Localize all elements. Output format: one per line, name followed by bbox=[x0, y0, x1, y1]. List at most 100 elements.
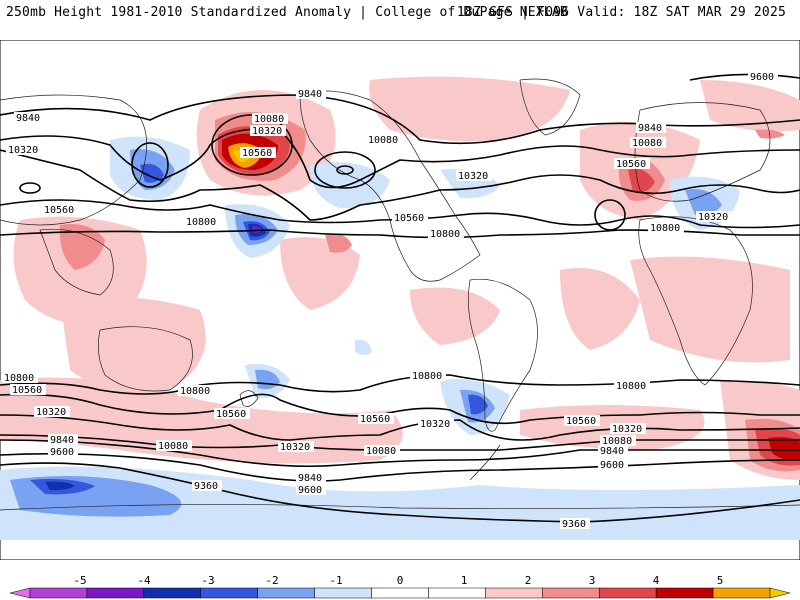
svg-text:10800: 10800 bbox=[412, 371, 442, 382]
contour-labels: 9840 10320 10560 9840 10080 10320 10560 … bbox=[2, 71, 778, 530]
anomaly-pos-1-atlantic-trop bbox=[410, 287, 500, 345]
contour-label: 9840 bbox=[296, 88, 326, 100]
contour-label: 10560 bbox=[392, 212, 428, 224]
anomaly-pos-1-africa bbox=[630, 256, 790, 363]
anomaly-pos-2-seasia bbox=[59, 224, 105, 270]
contour-9600-s bbox=[0, 452, 800, 482]
contour-label: 10320 bbox=[250, 125, 286, 137]
contour-label: 9600 bbox=[48, 446, 78, 458]
contour-label: 9600 bbox=[748, 71, 778, 83]
contour-9840-s bbox=[0, 439, 800, 468]
colorbar-tick-label: 1 bbox=[461, 574, 468, 587]
height-contours bbox=[0, 73, 800, 523]
contour-label: 9840 bbox=[48, 434, 78, 446]
contour-label: 10560 bbox=[564, 415, 600, 427]
contour-label: 10800 bbox=[2, 372, 38, 384]
contour-label: 10800 bbox=[184, 216, 220, 228]
contour-label: 10560 bbox=[240, 147, 276, 159]
contour-label: 10800 bbox=[648, 222, 684, 234]
svg-text:10800: 10800 bbox=[430, 229, 460, 240]
contour-label: 9840 bbox=[296, 472, 326, 484]
contour-label: 10080 bbox=[600, 435, 636, 447]
coast-south-america bbox=[468, 278, 538, 432]
svg-text:9600: 9600 bbox=[50, 447, 74, 458]
svg-text:9840: 9840 bbox=[16, 113, 40, 124]
svg-text:10320: 10320 bbox=[612, 424, 642, 435]
colorbar-tick-label: -2 bbox=[265, 574, 278, 587]
colorbar-bin bbox=[143, 587, 202, 599]
colorbar-tick-label: -3 bbox=[201, 574, 214, 587]
contour-10320-s bbox=[0, 414, 800, 441]
coast-north-america bbox=[299, 90, 481, 282]
svg-text:10320: 10320 bbox=[36, 407, 66, 418]
anomaly-pos-2-ne bbox=[755, 129, 785, 139]
colorbar: -5 -4 -3 -2 -1 0 1 2 3 4 5 bbox=[9, 574, 791, 599]
contour-label: 10320 bbox=[610, 423, 646, 435]
svg-text:10800: 10800 bbox=[616, 381, 646, 392]
svg-text:9840: 9840 bbox=[298, 89, 322, 100]
colorbar-bin bbox=[200, 587, 258, 599]
anomaly-neg-1-n-america bbox=[310, 162, 390, 209]
svg-text:9360: 9360 bbox=[562, 519, 586, 530]
map-title: 250mb Height 1981-2010 Standardized Anom… bbox=[6, 5, 568, 20]
colorbar-tick-label: -5 bbox=[73, 574, 86, 587]
contour-label: 10320 bbox=[278, 441, 314, 453]
contour-label: 10800 bbox=[178, 385, 214, 397]
contour-label: 10320 bbox=[456, 170, 492, 182]
svg-text:9360: 9360 bbox=[194, 481, 218, 492]
contour-label: 10320 bbox=[34, 406, 70, 418]
anomaly-pos-4-s-indian bbox=[768, 437, 800, 461]
contour-label: 9360 bbox=[192, 480, 222, 492]
svg-text:10560: 10560 bbox=[44, 205, 74, 216]
svg-text:10080: 10080 bbox=[366, 446, 396, 457]
contour-label: 9840 bbox=[636, 122, 666, 134]
contour-10800-s bbox=[0, 374, 800, 395]
svg-text:9840: 9840 bbox=[298, 473, 322, 484]
colorbar-bin bbox=[314, 587, 372, 599]
svg-text:9600: 9600 bbox=[298, 485, 322, 496]
contour-label: 10800 bbox=[428, 228, 464, 240]
anomaly-neg-2-med bbox=[685, 189, 722, 216]
contour-low-siberia-small bbox=[19, 182, 41, 194]
colorbar-tick-label: 5 bbox=[717, 574, 724, 587]
contour-label: 10080 bbox=[252, 113, 288, 125]
colorbar-bin bbox=[655, 587, 714, 599]
colorbar-bin bbox=[485, 587, 543, 599]
svg-text:10560: 10560 bbox=[394, 213, 424, 224]
coast-europe bbox=[634, 102, 771, 202]
svg-text:10320: 10320 bbox=[420, 419, 450, 430]
contour-label: 10560 bbox=[214, 408, 250, 420]
coast-africa bbox=[638, 216, 753, 386]
svg-text:10560: 10560 bbox=[242, 148, 272, 159]
svg-text:10320: 10320 bbox=[280, 442, 310, 453]
contour-label: 10560 bbox=[42, 204, 78, 216]
svg-text:10560: 10560 bbox=[566, 416, 596, 427]
contour-label: 9600 bbox=[598, 459, 628, 471]
svg-text:10560: 10560 bbox=[12, 385, 42, 396]
colorbar-ticks: -5 -4 -3 -2 -1 0 1 2 3 4 5 bbox=[73, 574, 723, 587]
contour-label: 10800 bbox=[614, 380, 650, 392]
contour-low-nam-small bbox=[336, 165, 354, 175]
contour-label: 9600 bbox=[296, 484, 326, 496]
anomaly-pos-1-n-atlantic bbox=[369, 76, 570, 142]
colorbar-tick-label: -4 bbox=[137, 574, 151, 587]
anomaly-map: 9840 10320 10560 9840 10080 10320 10560 … bbox=[0, 40, 800, 560]
contour-10320-n bbox=[0, 149, 800, 221]
colorbar-min-arrow bbox=[9, 587, 31, 599]
svg-text:10320: 10320 bbox=[8, 145, 38, 156]
colorbar-bin bbox=[598, 587, 657, 599]
coastlines bbox=[0, 78, 800, 511]
anomaly-neg-3-siberia bbox=[140, 163, 164, 183]
svg-text:9600: 9600 bbox=[750, 72, 774, 83]
anomaly-pos-1-arctic-ne bbox=[700, 80, 800, 132]
colorbar-bin bbox=[86, 587, 145, 599]
contour-label: 9840 bbox=[598, 445, 628, 457]
coast-antarctic-peninsula bbox=[469, 444, 501, 481]
contour-label: 10560 bbox=[10, 384, 46, 396]
colorbar-bin bbox=[712, 587, 771, 599]
svg-text:10320: 10320 bbox=[698, 212, 728, 223]
anomaly-pos-1-brazil bbox=[560, 268, 640, 350]
colorbar-bin bbox=[428, 587, 486, 599]
contour-label: 10560 bbox=[358, 413, 394, 425]
colorbar-tick-label: 3 bbox=[589, 574, 596, 587]
